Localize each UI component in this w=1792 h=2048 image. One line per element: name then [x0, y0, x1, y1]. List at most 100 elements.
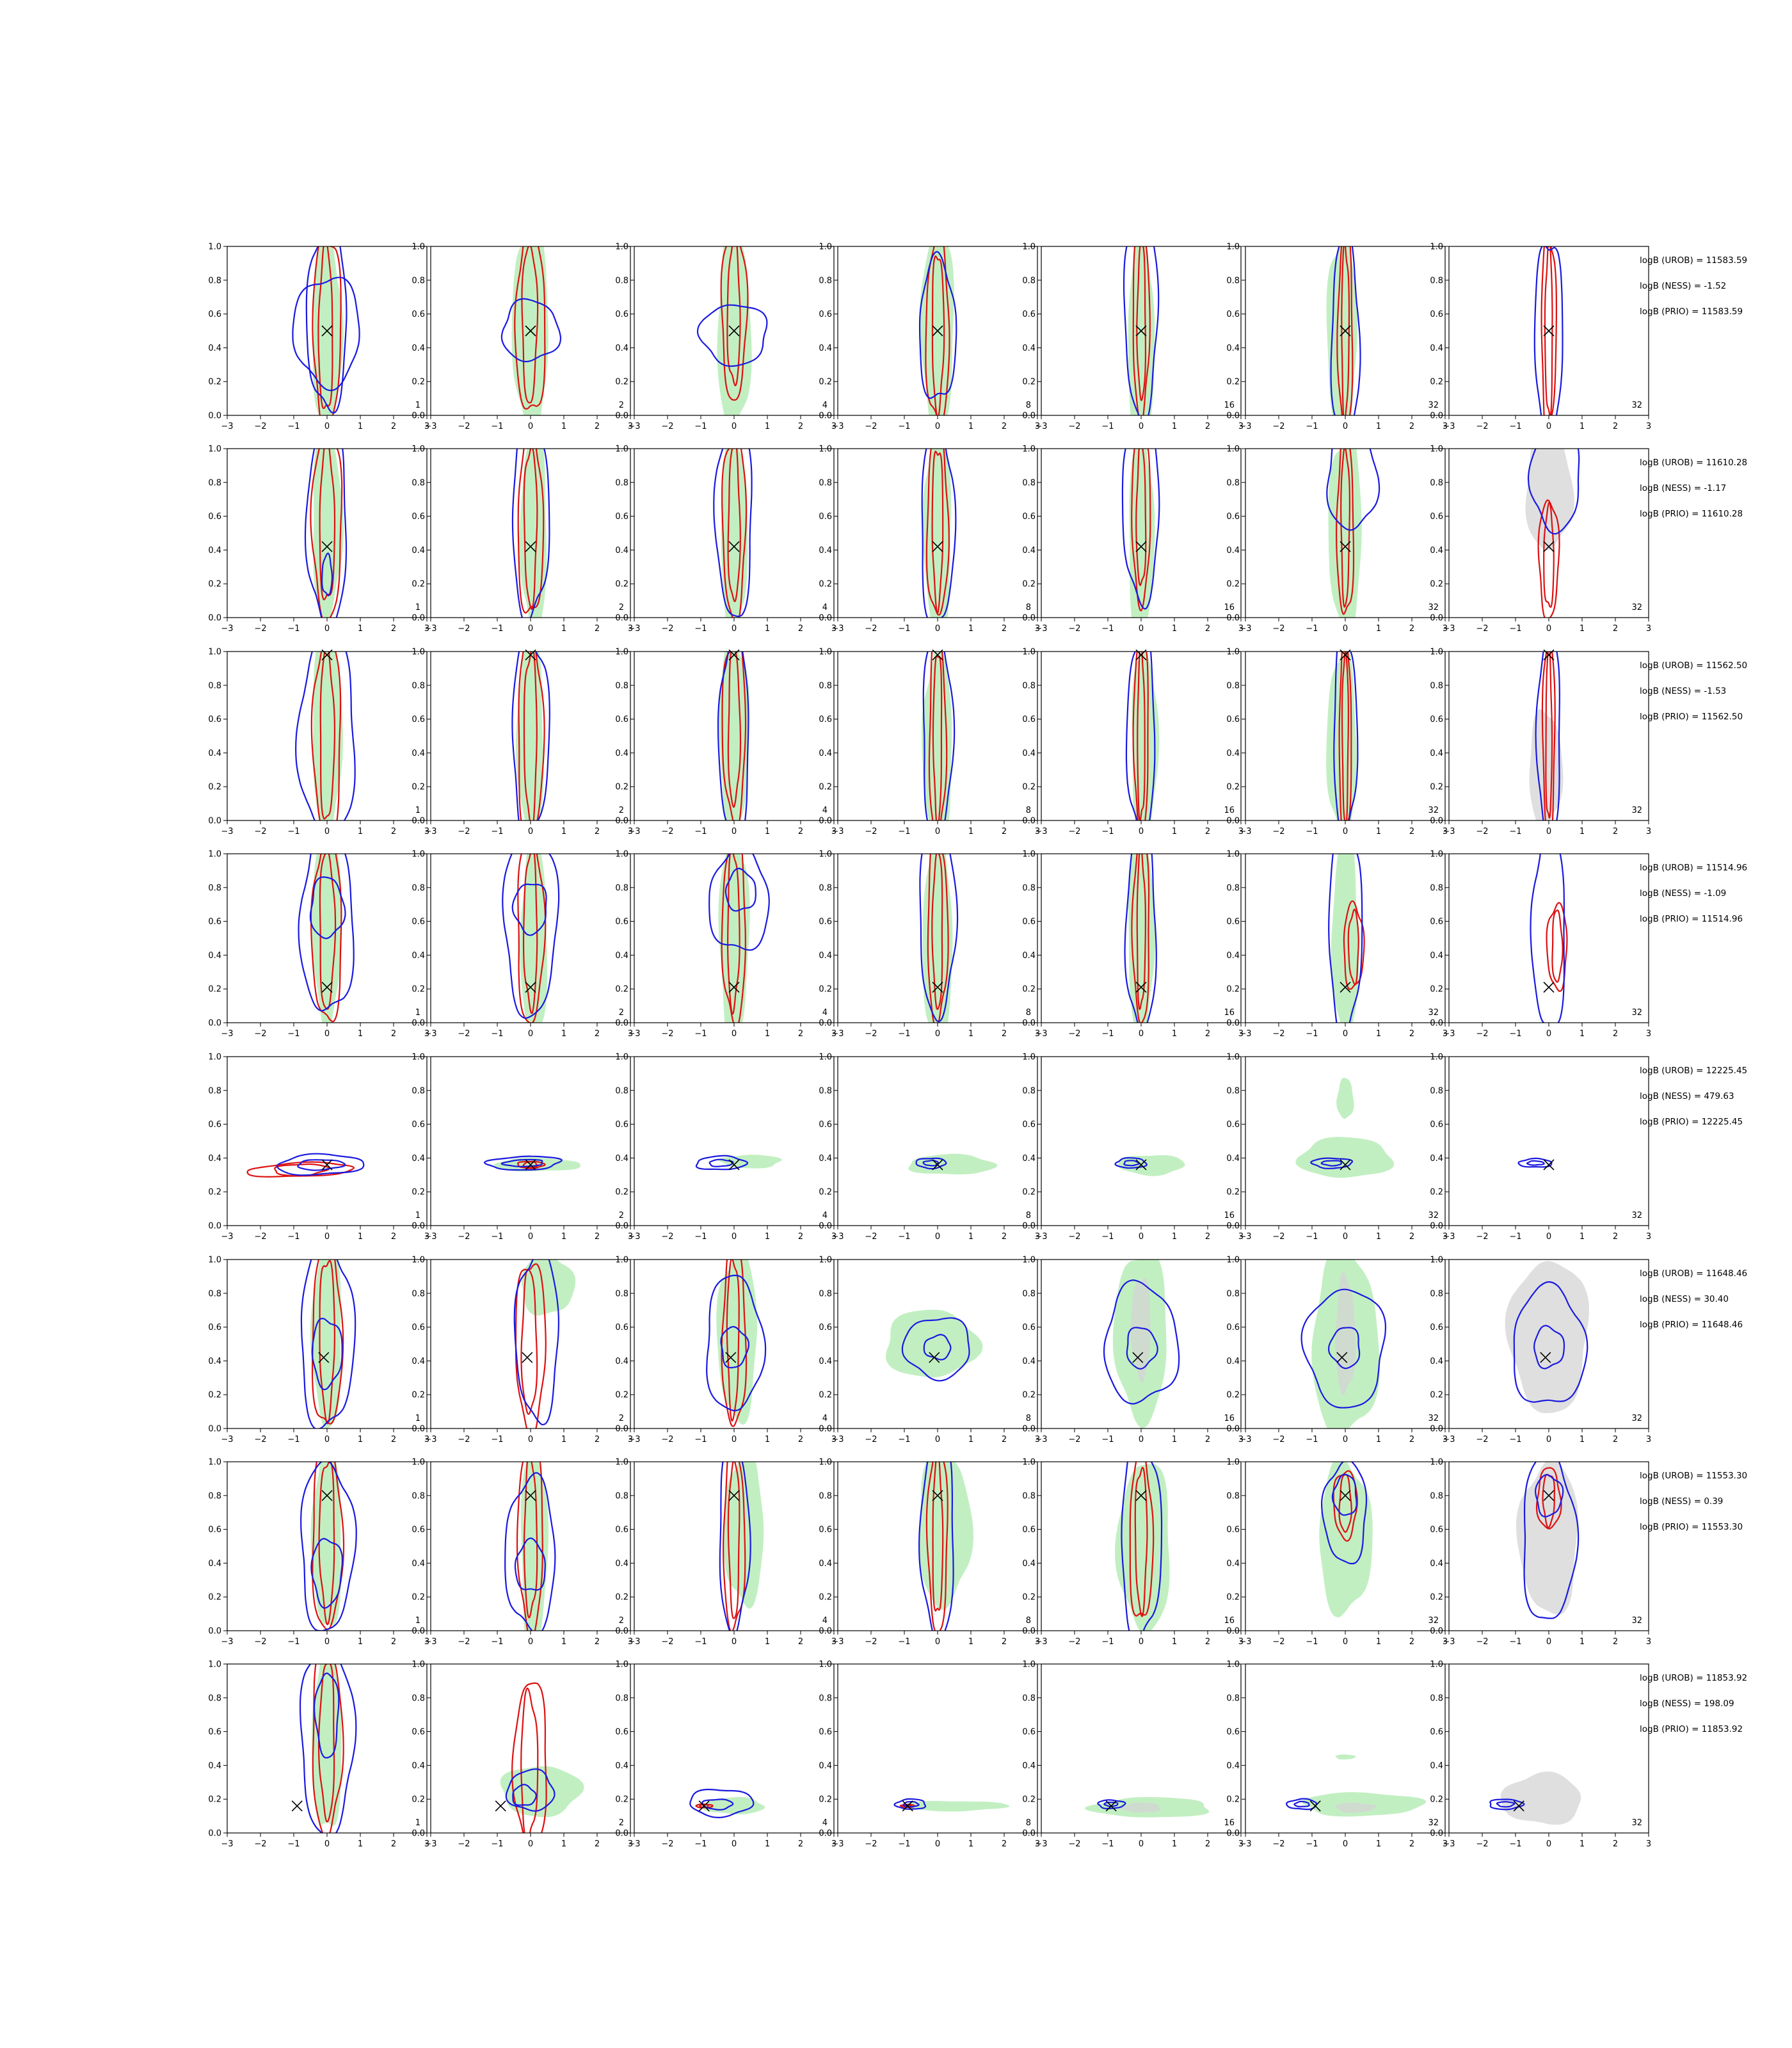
y-tick-label: 1.0: [819, 1256, 832, 1265]
x-tick-label: −2: [661, 827, 673, 836]
y-tick-label: 0.4: [412, 1154, 425, 1164]
y-tick-label: 0.4: [819, 749, 832, 758]
x-tick-label: 2: [595, 624, 600, 634]
y-tick-label: 0.6: [819, 917, 832, 927]
x-tick-label: −3: [831, 422, 844, 431]
y-tick-label: 0.0: [412, 1019, 425, 1028]
panel-r5-c5: −3 −2 −1 0 1 2 30.00.20.40.60.81.016: [1022, 1053, 1244, 1242]
y-tick-label: 0.0: [819, 1222, 832, 1231]
panel-count-label: 32: [1631, 401, 1642, 410]
x-tick-label: 2: [391, 1232, 396, 1242]
y-tick-label: 0.8: [615, 1491, 628, 1501]
x-tick-label: 0: [1343, 827, 1348, 836]
x-tick-label: 1: [1580, 624, 1585, 634]
y-tick-label: 0.2: [208, 1391, 221, 1400]
y-tick-label: 0.4: [819, 1761, 832, 1771]
y-tick-label: 0.4: [615, 951, 628, 961]
y-tick-label: 1.0: [819, 1458, 832, 1468]
y-tick-label: 0.8: [1430, 1086, 1443, 1096]
y-tick-label: 0.4: [208, 749, 221, 758]
y-tick-label: 0.0: [208, 412, 221, 421]
x-tick-label: −2: [661, 1232, 673, 1242]
x-tick-label: 2: [1002, 1435, 1007, 1444]
blue-contour-inner: [1496, 1801, 1516, 1808]
y-tick-label: 1.0: [1022, 445, 1036, 454]
x-tick-label: 2: [1002, 1839, 1007, 1849]
true-value-marker: [1340, 1159, 1351, 1171]
y-tick-label: 0.2: [412, 985, 425, 995]
y-tick-label: 0.4: [1022, 1154, 1036, 1164]
x-tick-label: −1: [1101, 1029, 1114, 1039]
plot-area: [298, 854, 355, 1023]
red-contour-outer: [517, 854, 547, 1023]
panel-count-label: 32: [1428, 1616, 1439, 1626]
x-tick-label: 1: [765, 1232, 770, 1242]
panel-r7-c1: −3 −2 −1 0 1 2 30.00.20.40.60.81.01: [208, 1458, 429, 1647]
x-tick-label: −2: [1068, 1637, 1080, 1647]
x-tick-label: 1: [358, 827, 363, 836]
y-tick-label: 0.0: [615, 817, 628, 826]
red-contour-inner: [520, 1268, 538, 1415]
plot-area: [1085, 1796, 1210, 1818]
panel-r5-c7: −3 −2 −1 0 1 2 30.00.20.40.60.81.032: [1430, 1053, 1651, 1242]
y-tick-label: 0.8: [412, 1693, 425, 1703]
x-tick-label: −1: [287, 422, 300, 431]
red-contour-outer: [721, 449, 748, 618]
plot-area: [918, 1462, 973, 1631]
x-tick-label: −2: [458, 624, 470, 634]
x-tick-label: 1: [765, 1029, 770, 1039]
red-contour-outer: [1336, 246, 1354, 415]
y-tick-label: 0.6: [412, 1120, 425, 1130]
x-tick-label: 1: [1580, 827, 1585, 836]
y-tick-label: 0.8: [1226, 883, 1240, 893]
x-tick-label: 0: [1343, 422, 1348, 431]
blue-contour-inner: [1534, 1474, 1564, 1518]
x-tick-label: 0: [528, 827, 533, 836]
y-tick-label: 0.4: [615, 1559, 628, 1569]
x-tick-label: 3: [628, 827, 633, 836]
y-tick-label: 0.0: [819, 1829, 832, 1839]
logB-annotation: logB (UROB) = 11562.50: [1640, 660, 1747, 671]
reference-density-fill: [1516, 1462, 1578, 1615]
panel-r8-c3: −3 −2 −1 0 1 2 30.00.20.40.60.81.04: [615, 1660, 836, 1850]
plot-area: [708, 854, 770, 1023]
y-tick-label: 1.0: [208, 1660, 221, 1670]
y-tick-label: 0.8: [1022, 1289, 1036, 1299]
y-tick-label: 0.2: [615, 1593, 628, 1603]
y-tick-label: 0.6: [412, 1323, 425, 1332]
panel-r4-c7: −3 −2 −1 0 1 2 30.00.20.40.60.81.032: [1430, 850, 1651, 1039]
x-tick-label: 3: [1035, 1232, 1040, 1242]
x-tick-label: 1: [1172, 1637, 1177, 1647]
y-tick-label: 0.2: [1430, 378, 1443, 387]
y-tick-label: 0.0: [1430, 614, 1443, 623]
y-tick-label: 0.0: [1226, 817, 1240, 826]
y-tick-label: 0.0: [615, 1425, 628, 1434]
y-tick-label: 0.4: [412, 344, 425, 353]
panel-r3-c2: −3 −2 −1 0 1 2 30.00.20.40.60.81.02: [412, 648, 633, 837]
y-tick-label: 0.6: [1022, 1727, 1036, 1737]
blue-contour-outer: [1121, 1462, 1163, 1631]
panel-r6-c3: −3 −2 −1 0 1 2 30.00.20.40.60.81.04: [615, 1256, 836, 1445]
x-tick-label: −1: [898, 1232, 910, 1242]
panel-count-label: 32: [1428, 806, 1439, 815]
panel-count-label: 8: [1026, 1414, 1031, 1423]
y-tick-label: 1.0: [1022, 1660, 1036, 1670]
x-tick-label: 2: [1002, 1232, 1007, 1242]
y-tick-label: 0.2: [1430, 783, 1443, 792]
panel-r7-c4: −3 −2 −1 0 1 2 30.00.20.40.60.81.08: [819, 1458, 1040, 1647]
x-tick-label: 0: [935, 422, 940, 431]
red-contour-outer: [720, 246, 749, 401]
x-tick-label: −1: [1306, 1232, 1318, 1242]
x-tick-label: −1: [1101, 624, 1114, 634]
y-tick-label: 0.2: [615, 783, 628, 792]
x-tick-label: 1: [561, 1029, 566, 1039]
plot-area: [1295, 1078, 1395, 1178]
x-tick-label: 1: [358, 1029, 363, 1039]
y-tick-label: 0.8: [819, 1086, 832, 1096]
true-value-marker: [525, 1159, 536, 1171]
plot-area: [500, 1682, 584, 1833]
x-tick-label: −1: [491, 1232, 503, 1242]
x-tick-label: −3: [424, 1637, 436, 1647]
y-tick-label: 1.0: [1226, 648, 1240, 657]
